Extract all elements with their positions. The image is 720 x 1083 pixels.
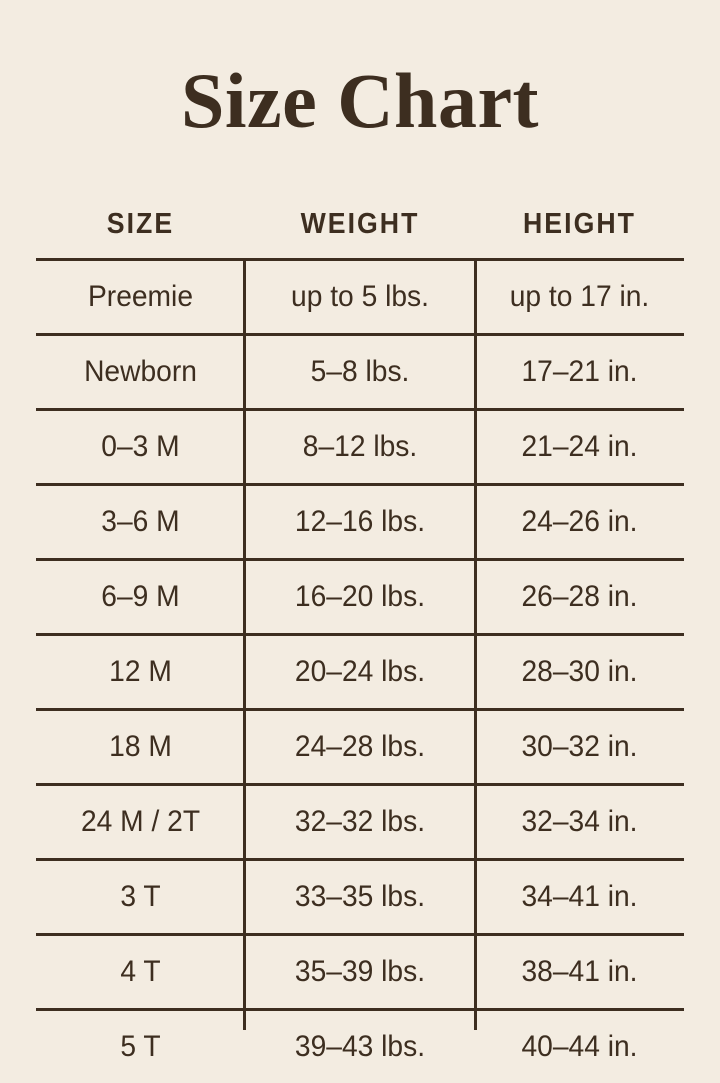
cell-weight: 39–43 lbs. xyxy=(294,1030,426,1063)
cell-height: 28–30 in. xyxy=(521,655,638,688)
cell-height: 38–41 in. xyxy=(521,955,638,988)
cell-weight: up to 5 lbs. xyxy=(291,280,429,313)
table-row: 3 T 33–35 lbs. 34–41 in. xyxy=(36,858,684,933)
page-title: Size Chart xyxy=(180,57,540,144)
cell-height: 32–34 in. xyxy=(521,805,638,838)
cell-weight: 32–32 lbs. xyxy=(294,805,426,838)
cell-weight: 5–8 lbs. xyxy=(310,355,410,388)
table-row: 5 T 39–43 lbs. 40–44 in. xyxy=(36,1008,684,1083)
cell-size: Preemie xyxy=(87,280,194,313)
cell-weight: 8–12 lbs. xyxy=(302,430,418,463)
table-row: Newborn 5–8 lbs. 17–21 in. xyxy=(36,333,684,408)
cell-size: 0–3 M xyxy=(101,430,180,463)
cell-height: 30–32 in. xyxy=(521,730,638,763)
column-header-weight: WEIGHT xyxy=(300,207,420,240)
cell-size: 5 T xyxy=(120,1030,161,1063)
table-row: 0–3 M 8–12 lbs. 21–24 in. xyxy=(36,408,684,483)
cell-size: 3–6 M xyxy=(101,505,180,538)
cell-height: 21–24 in. xyxy=(521,430,638,463)
cell-size: 6–9 M xyxy=(101,580,180,613)
cell-size: 24 M / 2T xyxy=(80,805,201,838)
cell-height: 40–44 in. xyxy=(521,1030,638,1063)
cell-size: 4 T xyxy=(120,955,161,988)
cell-weight: 33–35 lbs. xyxy=(294,880,426,913)
table-header-row: SIZE WEIGHT HEIGHT xyxy=(36,190,684,258)
cell-size: 18 M xyxy=(109,730,172,763)
column-header-height: HEIGHT xyxy=(523,207,636,240)
table-row: 3–6 M 12–16 lbs. 24–26 in. xyxy=(36,483,684,558)
cell-size: 12 M xyxy=(109,655,172,688)
cell-size: 3 T xyxy=(120,880,161,913)
table-row: 6–9 M 16–20 lbs. 26–28 in. xyxy=(36,558,684,633)
cell-weight: 12–16 lbs. xyxy=(294,505,426,538)
table-row: 12 M 20–24 lbs. 28–30 in. xyxy=(36,633,684,708)
table-row: 18 M 24–28 lbs. 30–32 in. xyxy=(36,708,684,783)
cell-weight: 35–39 lbs. xyxy=(294,955,426,988)
cell-height: 17–21 in. xyxy=(521,355,638,388)
table-row: Preemie up to 5 lbs. up to 17 in. xyxy=(36,258,684,333)
cell-weight: 24–28 lbs. xyxy=(294,730,426,763)
cell-height: up to 17 in. xyxy=(509,280,650,313)
cell-height: 34–41 in. xyxy=(521,880,638,913)
table-row: 4 T 35–39 lbs. 38–41 in. xyxy=(36,933,684,1008)
size-chart-table: SIZE WEIGHT HEIGHT Preemie up to 5 lbs. … xyxy=(36,190,684,1083)
cell-height: 24–26 in. xyxy=(521,505,638,538)
cell-height: 26–28 in. xyxy=(521,580,638,613)
table-row: 24 M / 2T 32–32 lbs. 32–34 in. xyxy=(36,783,684,858)
column-header-size: SIZE xyxy=(106,207,175,240)
cell-size: Newborn xyxy=(84,355,197,388)
cell-weight: 20–24 lbs. xyxy=(294,655,426,688)
cell-weight: 16–20 lbs. xyxy=(294,580,426,613)
